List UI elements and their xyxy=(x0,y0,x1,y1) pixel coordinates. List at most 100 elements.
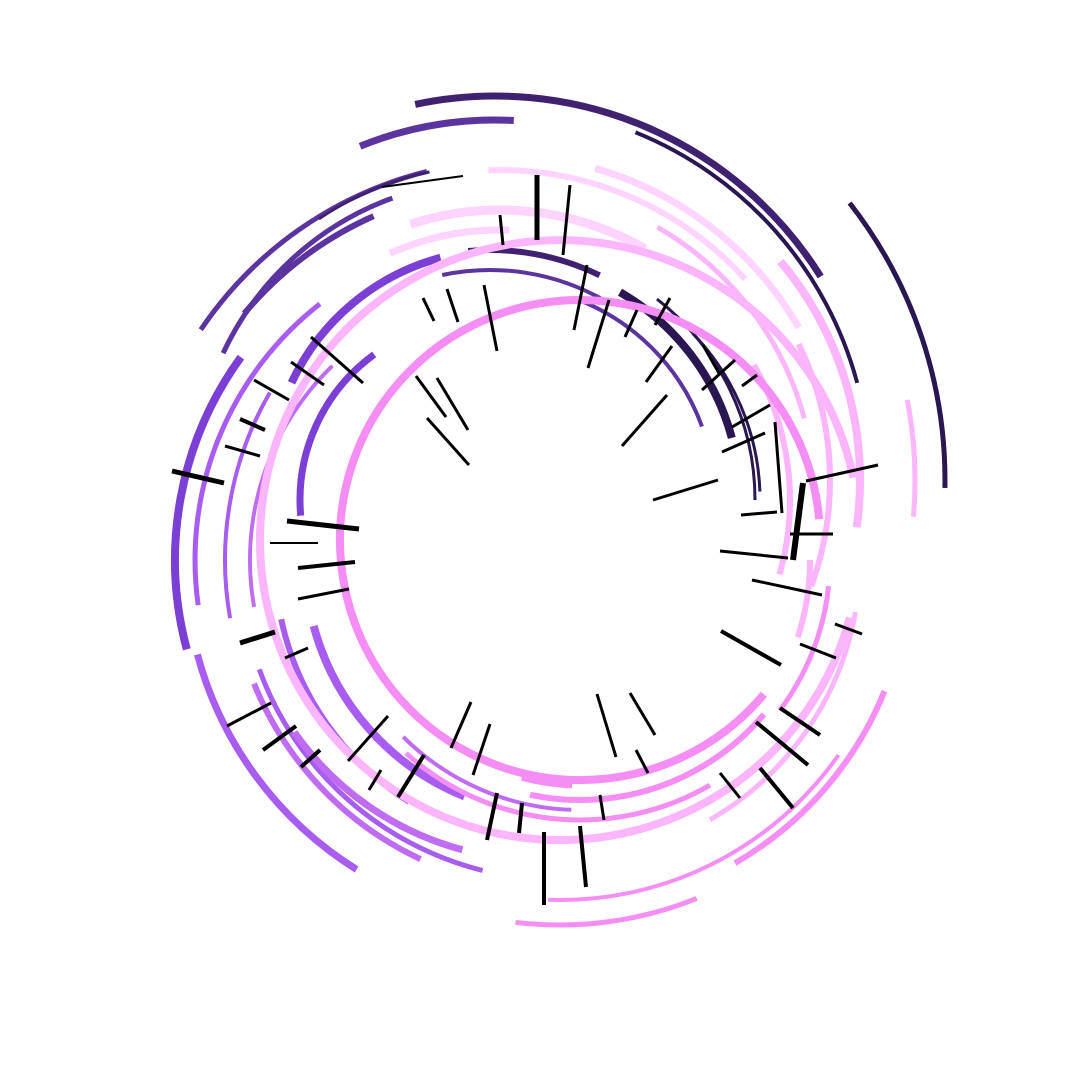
tick-line-41 xyxy=(367,769,383,791)
tick-line-15 xyxy=(620,394,669,447)
tick-line-36 xyxy=(517,802,524,834)
tick-line-64 xyxy=(381,175,464,188)
tick-line-18 xyxy=(740,510,778,517)
arc-segment-22 xyxy=(572,296,704,428)
tick-line-25 xyxy=(720,629,782,667)
tick-line-13 xyxy=(721,431,766,454)
tick-line-61 xyxy=(414,375,448,418)
arc-segment-13 xyxy=(409,205,648,253)
arc-segment-35 xyxy=(309,624,466,801)
tick-line-21 xyxy=(751,578,823,597)
tick-line-2 xyxy=(561,184,572,256)
tick-line-60 xyxy=(482,284,499,352)
arc-segment-36 xyxy=(404,751,712,823)
tick-line-17 xyxy=(805,463,879,483)
arc-segment-30 xyxy=(194,653,359,873)
tick-line-51 xyxy=(286,518,360,532)
arc-segment-1 xyxy=(414,92,824,279)
tick-line-4 xyxy=(572,264,589,331)
arc-segment-3 xyxy=(847,201,948,488)
tick-line-44 xyxy=(261,724,298,752)
arc-segment-14 xyxy=(388,226,510,257)
tick-line-16 xyxy=(652,478,719,502)
arc-segment-33 xyxy=(291,730,464,854)
arc-segment-2 xyxy=(634,130,860,384)
tick-line-5 xyxy=(586,299,611,369)
tick-line-63 xyxy=(425,417,471,466)
arc-segment-45 xyxy=(255,236,858,845)
tick-line-59 xyxy=(445,288,460,323)
tick-line-34 xyxy=(598,794,606,821)
tick-line-37 xyxy=(485,792,499,841)
arc-segment-4 xyxy=(358,116,514,150)
arc-segment-10 xyxy=(488,167,748,282)
arc-segment-46 xyxy=(336,296,824,785)
tick-line-48 xyxy=(297,587,350,601)
tick-line-6 xyxy=(623,309,639,338)
arc-segment-32 xyxy=(256,668,484,873)
arc-segment-24 xyxy=(171,354,245,651)
arc-segment-39 xyxy=(520,773,573,789)
arc-segment-15 xyxy=(777,258,864,528)
arc-segment-42 xyxy=(733,689,888,866)
tick-line-29 xyxy=(718,772,742,799)
tick-line-45 xyxy=(226,701,272,728)
tick-line-57 xyxy=(310,335,364,385)
arc-segment-44 xyxy=(777,585,832,713)
tick-line-22 xyxy=(790,482,806,561)
arc-segment-47 xyxy=(794,559,814,639)
tick-line-55 xyxy=(253,378,290,402)
arc-segment-19 xyxy=(441,267,606,303)
tick-line-27 xyxy=(754,720,810,767)
arc-segment-28 xyxy=(296,351,377,517)
tick-line-10 xyxy=(700,358,737,392)
tick-line-39 xyxy=(471,723,492,776)
arc-segment-40 xyxy=(548,753,841,902)
tick-line-7 xyxy=(653,297,672,326)
tick-line-54 xyxy=(239,417,266,432)
arc-segment-8 xyxy=(318,170,430,221)
tick-line-42 xyxy=(346,715,390,762)
tick-line-49 xyxy=(297,560,356,570)
tick-line-56 xyxy=(290,360,325,387)
tick-line-14 xyxy=(773,421,784,514)
tick-line-53 xyxy=(224,444,261,458)
tick-line-8 xyxy=(644,345,674,383)
arc-segment-43 xyxy=(708,611,858,822)
arc-segment-5 xyxy=(904,399,918,517)
tick-line-28 xyxy=(758,766,795,810)
arc-segment-29 xyxy=(287,253,442,385)
tick-line-52 xyxy=(171,468,225,486)
tick-line-24 xyxy=(799,642,837,660)
arc-segment-38 xyxy=(401,735,572,812)
arc-layer xyxy=(171,92,948,928)
arc-segment-26 xyxy=(223,391,272,619)
tick-line-33 xyxy=(578,825,588,888)
tick-line-62 xyxy=(435,377,470,431)
tick-line-46 xyxy=(284,646,309,660)
tick-line-9 xyxy=(701,344,722,376)
tick-line-30 xyxy=(628,692,657,736)
tick-line-20 xyxy=(719,549,789,560)
arc-segment-9 xyxy=(220,195,394,355)
tick-line-23 xyxy=(834,622,863,636)
tick-line-12 xyxy=(731,403,771,429)
tick-line-26 xyxy=(778,706,822,737)
tick-line-58 xyxy=(421,297,436,322)
arc-segment-12 xyxy=(594,165,802,330)
arc-segment-25 xyxy=(192,301,322,606)
arc-segment-41 xyxy=(515,896,698,928)
tick-line-3 xyxy=(498,214,505,246)
tick-line-31 xyxy=(595,693,618,758)
tick-line-32 xyxy=(634,749,650,774)
arc-segment-31 xyxy=(251,682,422,862)
tick-line-43 xyxy=(299,748,322,769)
tick-line-40 xyxy=(396,753,426,799)
arc-segment-37 xyxy=(529,712,767,804)
tick-line-38 xyxy=(449,701,473,749)
tick-line-11 xyxy=(741,373,758,388)
tick-line-47 xyxy=(239,629,276,646)
tick-layer xyxy=(171,175,879,905)
